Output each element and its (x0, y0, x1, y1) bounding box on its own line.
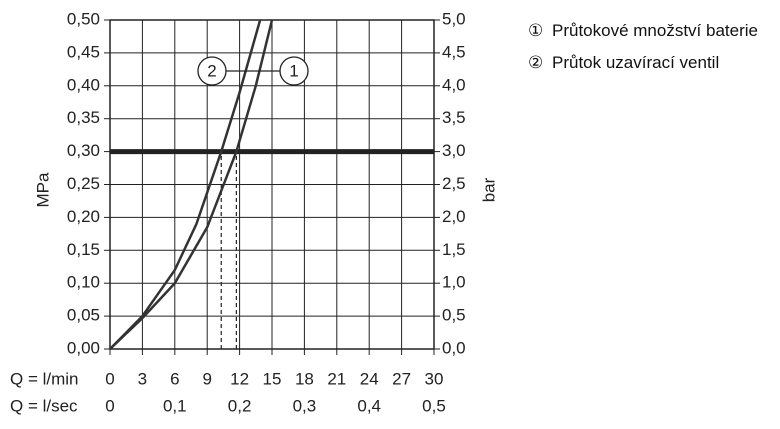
y-tick-label: 0,40 (67, 75, 100, 94)
y2-tick-label: 4,5 (442, 42, 466, 61)
y2-tick-label: 0,0 (442, 338, 466, 357)
x-tick-label: 21 (327, 369, 346, 388)
y-tick-label: 0,20 (67, 207, 100, 226)
curve (109, 19, 274, 350)
y2-tick-label: 1,0 (442, 273, 466, 292)
y-tick-label: 0,30 (67, 141, 100, 160)
y2-axis-label: bar (479, 177, 498, 202)
y2-tick-label: 4,0 (442, 75, 466, 94)
legend-label: Průtok uzavírací ventil (552, 53, 720, 72)
x2-tick-label: 0,1 (163, 396, 187, 415)
legend-item: ② Průtok uzavírací ventil (528, 52, 773, 74)
legend-marker: ② (528, 53, 544, 72)
x-tick-label: 30 (425, 369, 444, 388)
callout-circle (197, 56, 227, 86)
y2-tick-label: 0,5 (442, 306, 466, 325)
x-axis-label: Q = l/min (10, 369, 79, 388)
y-tick-label: 0,25 (67, 174, 100, 193)
y2-tick-label: 3,5 (442, 108, 466, 127)
x-tick-label: 6 (170, 369, 179, 388)
legend-marker: ① (528, 21, 544, 40)
x-tick-label: 24 (360, 369, 379, 388)
y-tick-label: 0,50 (67, 9, 100, 28)
y-tick-label: 0,05 (67, 306, 100, 325)
y2-tick-label: 3,0 (442, 141, 466, 160)
y-tick-label: 0,15 (67, 240, 100, 259)
legend: ① Průtokové množství baterie ② Průtok uzaví… (528, 20, 773, 84)
y-axis-label: MPa (33, 172, 52, 208)
x2-tick-label: 0,5 (422, 396, 446, 415)
callout-label: 2 (207, 61, 216, 80)
legend-label: Průtokové množství baterie (552, 21, 758, 40)
y2-tick-label: 5,0 (442, 9, 466, 28)
y2-tick-label: 2,5 (442, 174, 466, 193)
curve (109, 19, 262, 350)
x-tick-label: 12 (230, 369, 249, 388)
x-tick-label: 3 (138, 369, 147, 388)
y2-tick-label: 1,5 (442, 240, 466, 259)
x-tick-label: 9 (202, 369, 211, 388)
x-tick-label: 0 (105, 369, 114, 388)
y-tick-label: 0,00 (67, 338, 100, 357)
x2-tick-label: 0,3 (293, 396, 317, 415)
callout-label: 1 (289, 61, 298, 80)
y-tick-label: 0,35 (67, 108, 100, 127)
x-tick-label: 15 (263, 369, 282, 388)
y2-tick-label: 2,0 (442, 207, 466, 226)
legend-item: ① Průtokové množství baterie (528, 20, 773, 42)
chart: 0,000,050,100,150,200,250,300,350,400,45… (10, 9, 498, 415)
x2-tick-label: 0 (105, 396, 114, 415)
x2-axis-label: Q = l/sec (10, 396, 78, 415)
y-tick-label: 0,10 (67, 273, 100, 292)
x2-tick-label: 0,2 (228, 396, 252, 415)
y-tick-label: 0,45 (67, 42, 100, 61)
x2-tick-label: 0,4 (357, 396, 381, 415)
callout-circle (279, 56, 309, 86)
x-tick-label: 27 (392, 369, 411, 388)
x-tick-label: 18 (295, 369, 314, 388)
